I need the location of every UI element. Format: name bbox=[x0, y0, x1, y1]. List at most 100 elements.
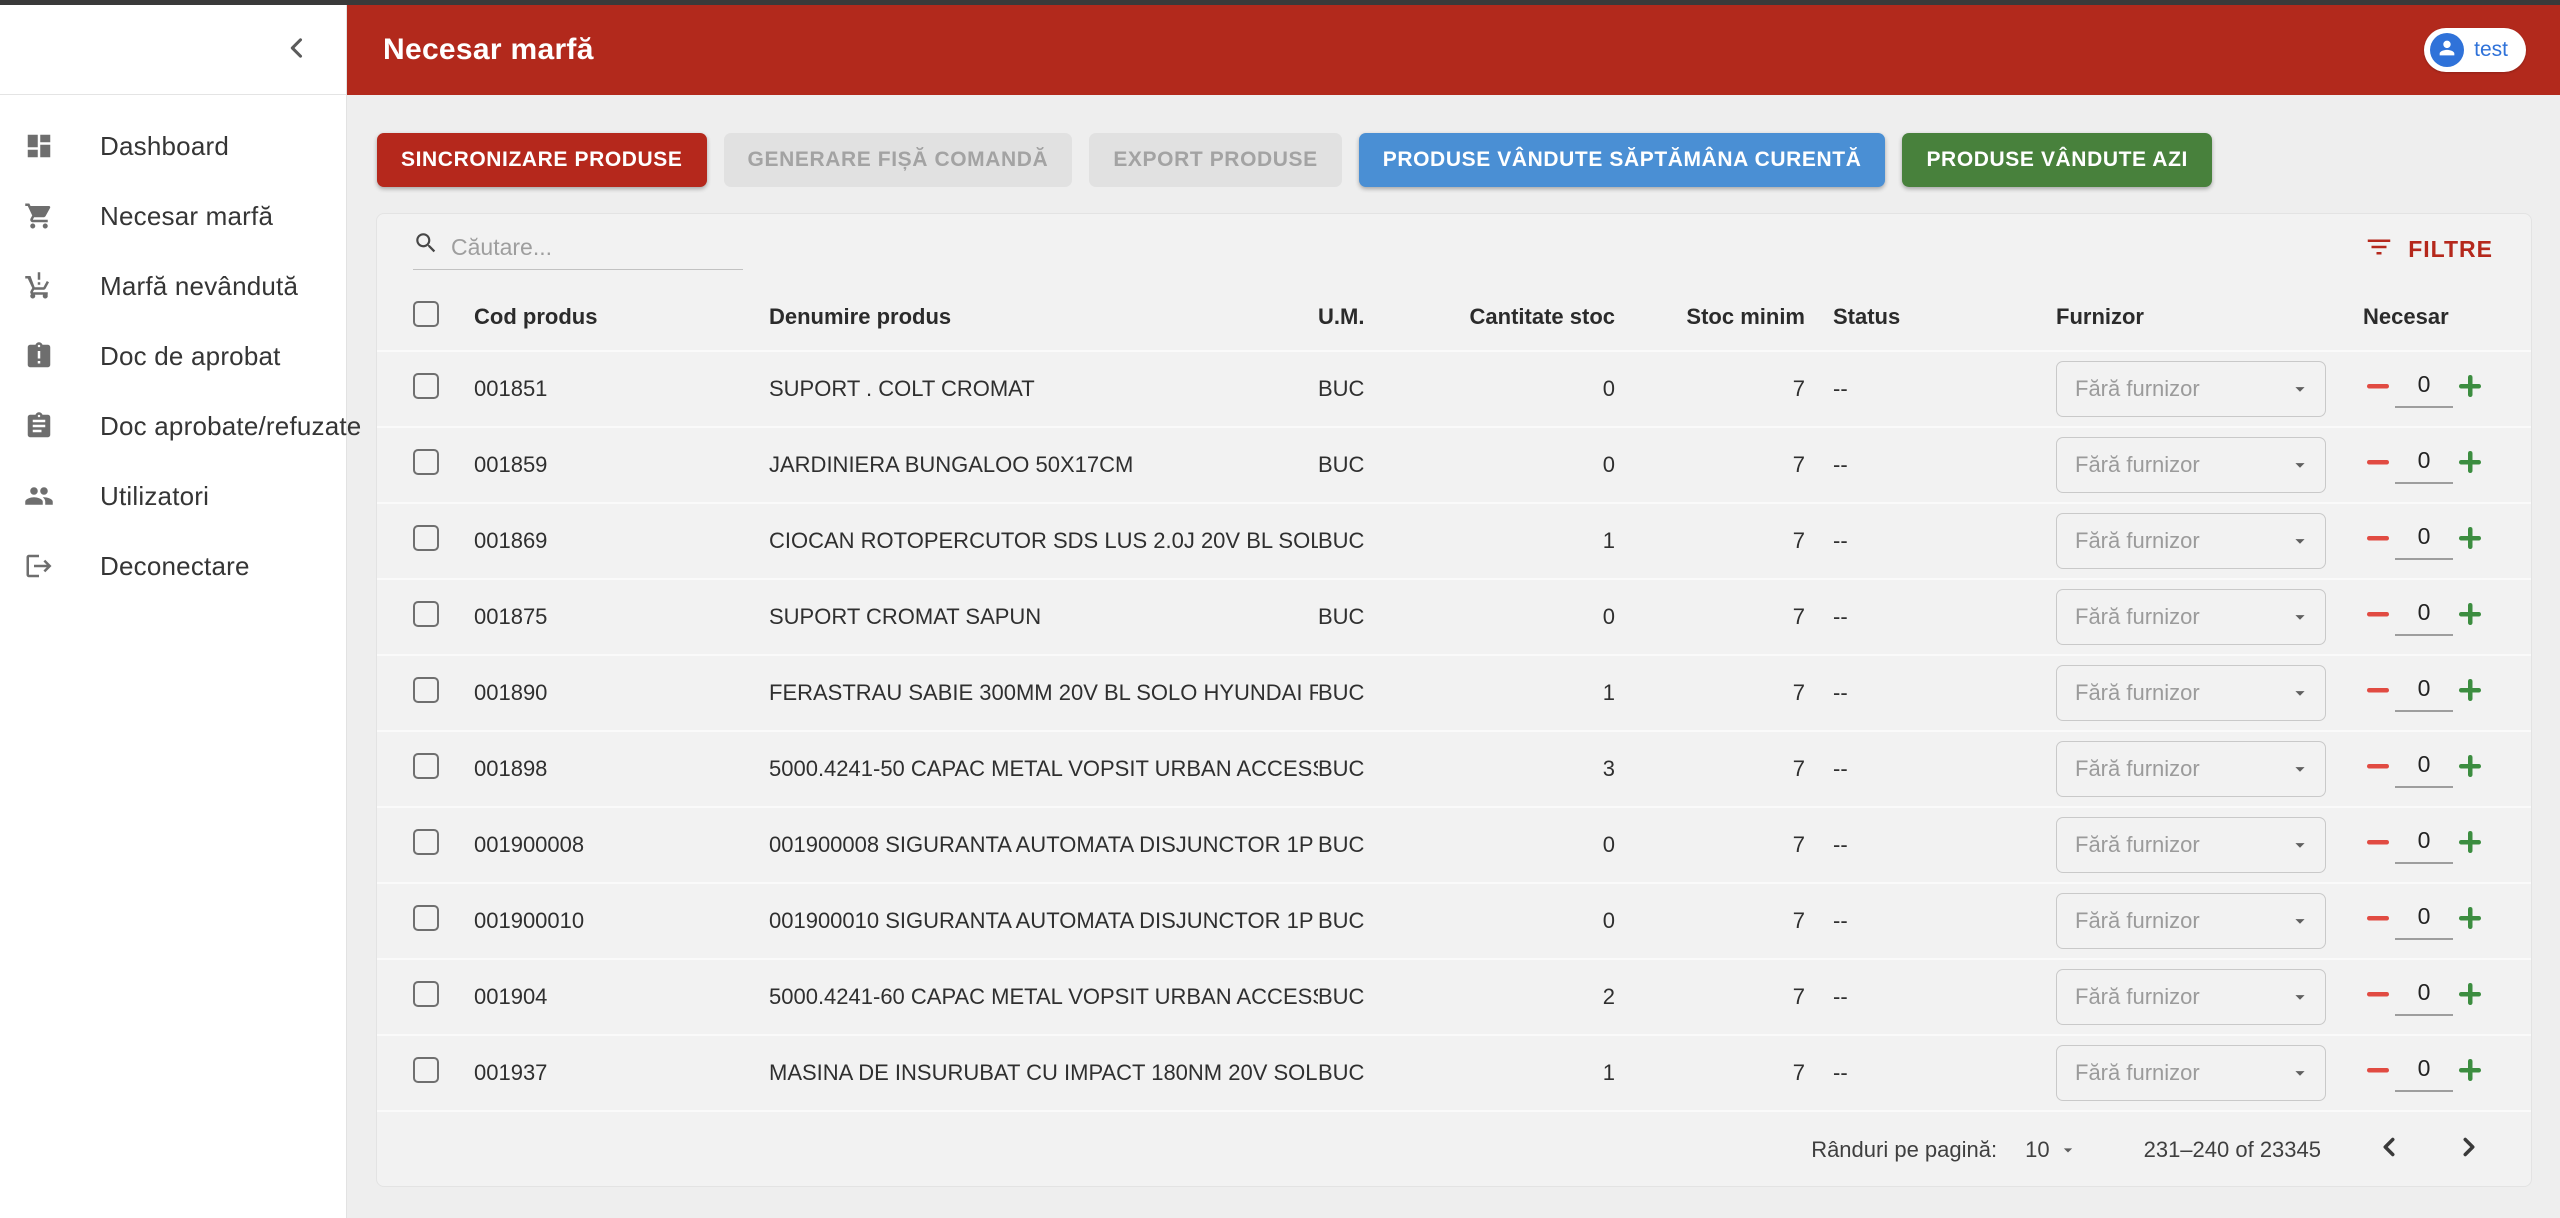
sidebar-item-doc-aprobate-refuzate[interactable]: Doc aprobate/refuzate bbox=[0, 391, 361, 461]
increase-quantity-button[interactable] bbox=[2455, 450, 2485, 480]
sidebar-item-deconectare[interactable]: Deconectare bbox=[0, 531, 346, 601]
supplier-select[interactable]: Fără furnizor bbox=[2056, 741, 2326, 797]
sidebar-item-doc-de-aprobat[interactable]: Doc de aprobat bbox=[0, 321, 346, 391]
increase-quantity-button[interactable] bbox=[2455, 678, 2485, 708]
necesar-quantity-input[interactable]: 0 bbox=[2395, 751, 2453, 788]
supplier-select[interactable]: Fără furnizor bbox=[2056, 513, 2326, 569]
row-checkbox[interactable] bbox=[413, 905, 439, 931]
caret-down-icon bbox=[2295, 463, 2305, 468]
previous-page-button[interactable] bbox=[2371, 1132, 2407, 1168]
decrease-quantity-button[interactable] bbox=[2363, 982, 2393, 1012]
sold-current-week-button[interactable]: PRODUSE VÂNDUTE SĂPTĂMÂNA CURENTĂ bbox=[1358, 133, 1886, 187]
row-checkbox[interactable] bbox=[413, 753, 439, 779]
caret-down-icon bbox=[2295, 615, 2305, 620]
necesar-quantity-input[interactable]: 0 bbox=[2395, 447, 2453, 484]
increase-quantity-button[interactable] bbox=[2455, 526, 2485, 556]
sidebar-item-dashboard[interactable]: Dashboard bbox=[0, 111, 346, 181]
necesar-quantity-input[interactable]: 0 bbox=[2395, 827, 2453, 864]
increase-quantity-button[interactable] bbox=[2455, 982, 2485, 1012]
stock-quantity: 0 bbox=[1602, 604, 1615, 629]
increase-quantity-button[interactable] bbox=[2455, 754, 2485, 784]
necesar-quantity-input[interactable]: 0 bbox=[2395, 979, 2453, 1016]
necesar-quantity-input[interactable]: 0 bbox=[2395, 371, 2453, 408]
necesar-quantity-input[interactable]: 0 bbox=[2395, 903, 2453, 940]
sync-products-button[interactable]: SINCRONIZARE PRODUSE bbox=[377, 133, 707, 187]
select-all-checkbox[interactable] bbox=[413, 301, 439, 327]
sidebar-item-marfa-nevanduta[interactable]: Marfă nevândută bbox=[0, 251, 346, 321]
necesar-quantity-input[interactable]: 0 bbox=[2395, 675, 2453, 712]
caret-down-icon bbox=[2295, 767, 2305, 772]
plus-icon bbox=[2455, 979, 2485, 1015]
rows-per-page-select[interactable]: 10 bbox=[2025, 1137, 2077, 1163]
plus-icon bbox=[2455, 751, 2485, 787]
sidebar-collapse-button[interactable] bbox=[280, 33, 314, 67]
decrease-quantity-button[interactable] bbox=[2363, 678, 2393, 708]
sidebar-item-label: Marfă nevândută bbox=[100, 270, 299, 301]
supplier-select[interactable]: Fără furnizor bbox=[2056, 361, 2326, 417]
avatar bbox=[2430, 33, 2465, 67]
export-products-button[interactable]: EXPORT PRODUSE bbox=[1089, 133, 1342, 187]
necesar-quantity-input[interactable]: 0 bbox=[2395, 1055, 2453, 1092]
supplier-select[interactable]: Fără furnizor bbox=[2056, 665, 2326, 721]
sidebar-item-utilizatori[interactable]: Utilizatori bbox=[0, 461, 346, 531]
row-checkbox[interactable] bbox=[413, 981, 439, 1007]
filter-button[interactable]: FILTRE bbox=[2364, 232, 2493, 267]
decrease-quantity-button[interactable] bbox=[2363, 754, 2393, 784]
product-code: 001904 bbox=[474, 984, 548, 1009]
row-checkbox[interactable] bbox=[413, 525, 439, 551]
decrease-quantity-button[interactable] bbox=[2363, 450, 2393, 480]
sold-today-button[interactable]: PRODUSE VÂNDUTE AZI bbox=[1902, 133, 2212, 187]
unit-of-measure: BUC bbox=[1318, 1060, 1365, 1085]
col-header-denumire-produs: Denumire produs bbox=[769, 304, 952, 329]
status-value: -- bbox=[1833, 680, 1848, 705]
increase-quantity-button[interactable] bbox=[2455, 1058, 2485, 1088]
cart-alert-icon bbox=[24, 271, 54, 301]
decrease-quantity-button[interactable] bbox=[2363, 906, 2393, 936]
decrease-quantity-button[interactable] bbox=[2363, 526, 2393, 556]
sidebar-item-necesar-marfa[interactable]: Necesar marfă bbox=[0, 181, 346, 251]
unit-of-measure: BUC bbox=[1318, 984, 1365, 1009]
caret-down-icon bbox=[2295, 387, 2305, 392]
row-checkbox[interactable] bbox=[413, 1057, 439, 1083]
clipboard-icon bbox=[24, 411, 54, 441]
table-row: 001937 MASINA DE INSURUBAT CU IMPACT 180… bbox=[377, 1034, 2531, 1110]
min-stock: 7 bbox=[1792, 984, 1805, 1009]
row-checkbox[interactable] bbox=[413, 449, 439, 475]
decrease-quantity-button[interactable] bbox=[2363, 830, 2393, 860]
supplier-select[interactable]: Fără furnizor bbox=[2056, 589, 2326, 645]
table-row: 001898 5000.4241-50 CAPAC METAL VOPSIT U… bbox=[377, 730, 2531, 806]
row-checkbox[interactable] bbox=[413, 829, 439, 855]
decrease-quantity-button[interactable] bbox=[2363, 602, 2393, 632]
supplier-select[interactable]: Fără furnizor bbox=[2056, 893, 2326, 949]
supplier-select-value: Fără furnizor bbox=[2075, 832, 2200, 857]
row-checkbox[interactable] bbox=[413, 373, 439, 399]
caret-down-icon bbox=[2295, 691, 2305, 696]
necesar-quantity-input[interactable]: 0 bbox=[2395, 523, 2453, 560]
plus-icon bbox=[2455, 827, 2485, 863]
product-code: 001851 bbox=[474, 376, 548, 401]
row-checkbox[interactable] bbox=[413, 677, 439, 703]
supplier-select[interactable]: Fără furnizor bbox=[2056, 969, 2326, 1025]
search-input[interactable] bbox=[451, 234, 743, 261]
increase-quantity-button[interactable] bbox=[2455, 830, 2485, 860]
search-box bbox=[413, 230, 743, 270]
supplier-select[interactable]: Fără furnizor bbox=[2056, 817, 2326, 873]
supplier-select[interactable]: Fără furnizor bbox=[2056, 437, 2326, 493]
caret-down-icon bbox=[2295, 995, 2305, 1000]
stock-quantity: 1 bbox=[1602, 1060, 1615, 1085]
decrease-quantity-button[interactable] bbox=[2363, 1058, 2393, 1088]
supplier-select-value: Fără furnizor bbox=[2075, 376, 2200, 401]
decrease-quantity-button[interactable] bbox=[2363, 374, 2393, 404]
caret-down-icon bbox=[2295, 919, 2305, 924]
row-checkbox[interactable] bbox=[413, 601, 439, 627]
increase-quantity-button[interactable] bbox=[2455, 906, 2485, 936]
col-header-cod-produs: Cod produs bbox=[474, 304, 598, 329]
increase-quantity-button[interactable] bbox=[2455, 602, 2485, 632]
user-menu-button[interactable]: test bbox=[2424, 28, 2526, 72]
necesar-quantity-input[interactable]: 0 bbox=[2395, 599, 2453, 636]
product-code: 001890 bbox=[474, 680, 548, 705]
next-page-button[interactable] bbox=[2451, 1132, 2487, 1168]
generate-order-sheet-button[interactable]: GENERARE FIȘĂ COMANDĂ bbox=[723, 133, 1073, 187]
supplier-select[interactable]: Fără furnizor bbox=[2056, 1045, 2326, 1101]
increase-quantity-button[interactable] bbox=[2455, 374, 2485, 404]
